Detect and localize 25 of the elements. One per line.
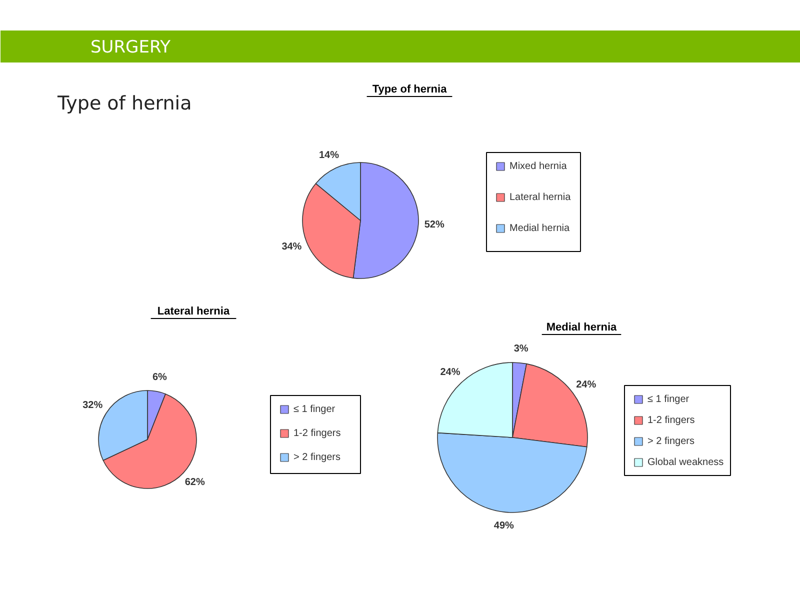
data-label: 52% [424, 220, 444, 231]
data-label: 24% [440, 367, 460, 378]
data-label: 14% [318, 150, 340, 161]
legend-label: Lateral hernia [510, 192, 572, 203]
legend-label: ≤ 1 finger [294, 404, 336, 415]
legend-label: > 2 fingers [648, 436, 694, 447]
data-label: 6% [152, 372, 168, 384]
chart-title: Medial hernia [546, 322, 618, 334]
data-label: 62% [184, 477, 205, 488]
legend-label: Medial hernia [510, 223, 570, 234]
text: Type of hernia [56, 92, 192, 114]
data-label: 49% [494, 520, 514, 532]
legend-label: Global weakness [648, 457, 724, 468]
data-label: 32% [82, 400, 103, 412]
data-label: 3% [514, 343, 528, 354]
text: SURGERY [90, 38, 172, 58]
chart-title: Type of hernia [372, 84, 448, 96]
chart-title: Lateral hernia [157, 306, 230, 318]
legend-label: 1-2 fingers [294, 428, 341, 439]
data-label: 34% [282, 242, 302, 253]
legend-label: ≤ 1 finger [648, 394, 690, 405]
data-label: 24% [576, 380, 596, 391]
legend-label: Mixed hernia [510, 161, 568, 172]
legend-label: > 2 fingers [294, 452, 340, 463]
legend-label: 1-2 fingers [648, 415, 695, 426]
